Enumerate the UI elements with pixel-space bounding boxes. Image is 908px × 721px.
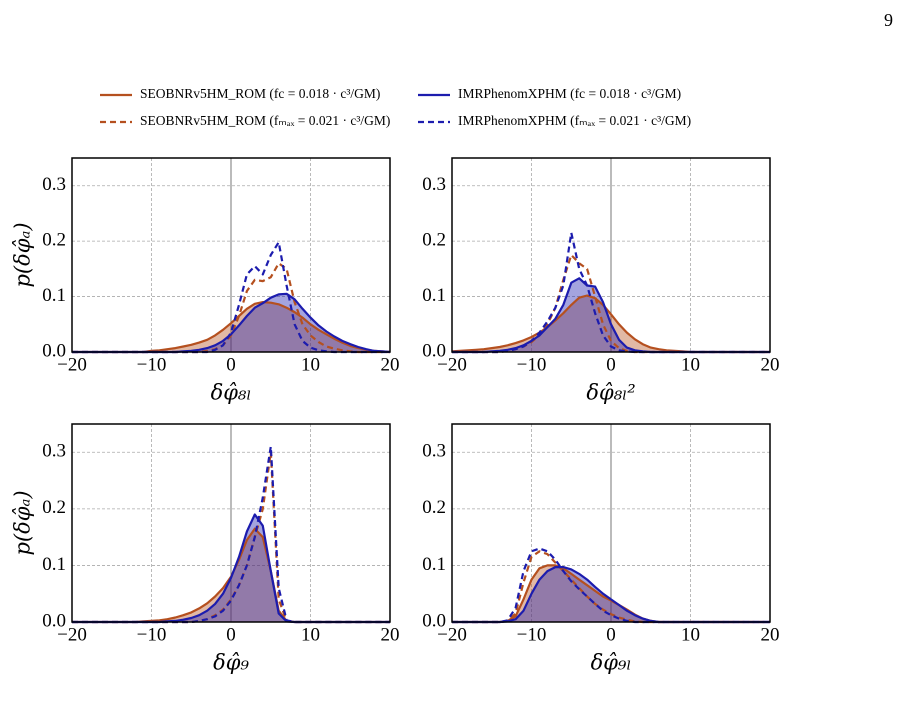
y-tick-label: 0.0	[42, 610, 66, 631]
area	[452, 278, 770, 352]
y-tick-label: 0.1	[422, 285, 446, 306]
x-tick-label: 10	[681, 354, 700, 375]
y-tick-label: 0.2	[42, 497, 66, 518]
x-axis-label: δφ̂₉ₗ	[591, 651, 632, 675]
x-axis-label: δφ̂₉	[213, 651, 249, 675]
y-tick-label: 0.0	[422, 340, 446, 361]
x-tick-label: 0	[226, 354, 236, 375]
area	[72, 514, 390, 622]
x-tick-label: −10	[517, 354, 547, 375]
y-tick-label: 0.3	[42, 174, 66, 195]
x-tick-label: −20	[437, 354, 467, 375]
area	[72, 528, 390, 622]
x-tick-label: −20	[57, 624, 87, 645]
x-tick-label: 20	[761, 354, 780, 375]
y-tick-label: 0.2	[42, 230, 66, 251]
area	[452, 565, 770, 622]
legend-label: SEOBNRv5HM_ROM (fₘₐₓ = 0.021 · c³/GM)	[140, 113, 390, 128]
x-tick-label: 10	[301, 354, 320, 375]
x-tick-label: 0	[226, 624, 236, 645]
y-tick-label: 0.0	[42, 340, 66, 361]
y-tick-label: 0.1	[422, 554, 446, 575]
x-tick-label: 20	[381, 624, 400, 645]
y-axis-label: p(δφ̂ₐ)	[11, 222, 35, 287]
axes-frame	[451, 423, 771, 623]
area	[452, 567, 770, 622]
y-tick-label: 0.3	[422, 174, 446, 195]
page-number: 9	[884, 10, 893, 30]
x-tick-label: 10	[301, 624, 320, 645]
x-axis-label: δφ̂₈ₗ²	[586, 381, 635, 405]
x-tick-label: −20	[437, 624, 467, 645]
x-tick-label: −10	[137, 624, 167, 645]
x-tick-label: −10	[137, 354, 167, 375]
y-tick-label: 0.2	[422, 230, 446, 251]
legend-label: IMRPhenomXPHM (fₘₐₓ = 0.021 · c³/GM)	[458, 113, 691, 128]
x-tick-label: 20	[381, 354, 400, 375]
y-tick-label: 0.3	[42, 441, 66, 462]
axes-frame	[451, 157, 771, 353]
axes-frame	[71, 423, 391, 623]
axes-frame	[71, 157, 391, 353]
x-tick-label: 20	[761, 624, 780, 645]
y-tick-label: 0.0	[422, 610, 446, 631]
y-tick-label: 0.3	[422, 441, 446, 462]
y-axis-label: p(δφ̂ₐ)	[11, 490, 35, 555]
legend-label: SEOBNRv5HM_ROM (fc = 0.018 · c³/GM)	[140, 86, 380, 101]
x-tick-label: 0	[606, 354, 616, 375]
area	[72, 293, 390, 352]
x-tick-label: −10	[517, 624, 547, 645]
x-tick-label: −20	[57, 354, 87, 375]
x-tick-label: 0	[606, 624, 616, 645]
x-axis-label: δφ̂₈ₗ	[211, 381, 252, 405]
y-tick-label: 0.1	[42, 285, 66, 306]
x-tick-label: 10	[681, 624, 700, 645]
y-tick-label: 0.2	[422, 497, 446, 518]
y-tick-label: 0.1	[42, 554, 66, 575]
area	[72, 302, 390, 352]
legend-label: IMRPhenomXPHM (fc = 0.018 · c³/GM)	[458, 86, 681, 101]
